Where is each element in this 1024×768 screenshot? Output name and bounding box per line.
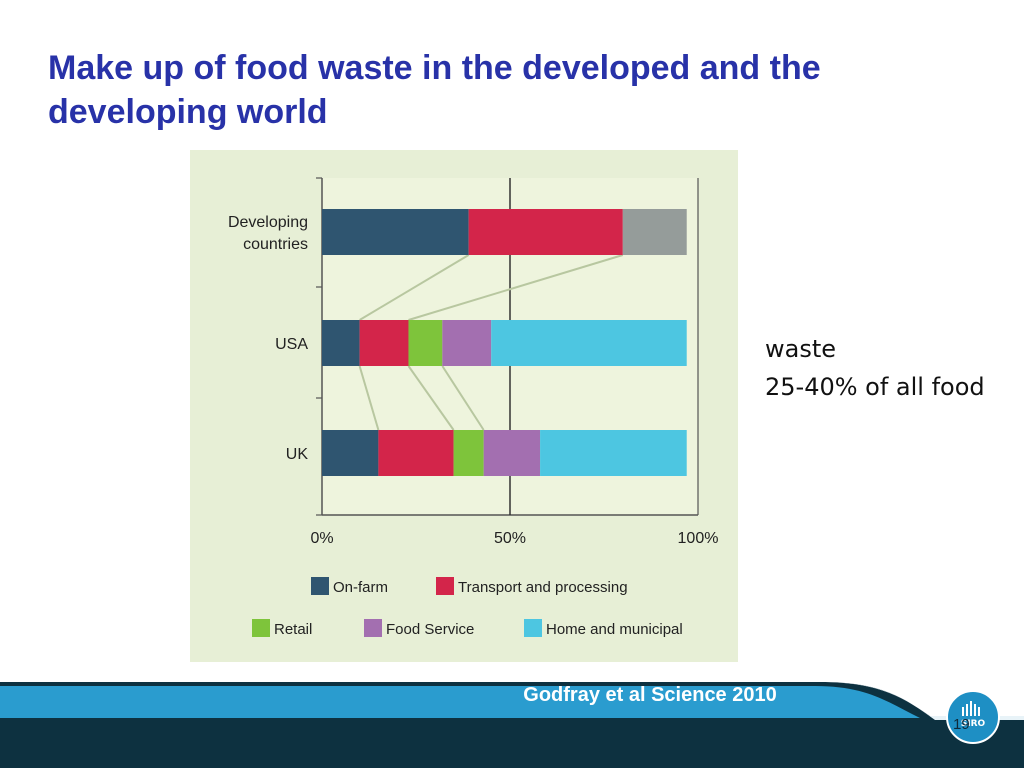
footer-shape [0,676,1024,768]
x-tick-label-1: 50% [494,530,526,547]
side-note-line-waste: waste [765,335,837,363]
logo-bars-icon [962,701,980,716]
food-waste-chart: Developing countries USA UK 0% 50% 100% On-farm… [190,150,738,662]
bar-usa-4 [491,320,687,366]
legend-swatch-4 [524,619,542,637]
category-label-0-1: countries [243,236,308,253]
bar-uk-2 [453,430,484,476]
legend-swatch-3 [364,619,382,637]
slide-title: Make up of food waste in the developed a… [48,49,821,131]
chart-canvas: Developing countries USA UK 0% 50% 100% On-farm… [228,177,719,638]
bar-uk-0 [322,430,379,476]
page-number: 19 [953,716,970,733]
bar-uk-4 [540,430,687,476]
bar-uk-3 [483,430,541,476]
x-tick-label-0: 0% [310,530,333,547]
connector-line-0 [359,254,470,321]
legend-swatch-0 [311,577,329,595]
x-tick-label-2: 100% [678,530,719,547]
logo-text: SIRO [960,719,986,729]
side-note: waste 25-40% of all food [765,330,1020,406]
category-label-2-0: UK [286,446,309,463]
connector-line-4 [441,365,485,431]
side-note-line-share: 25-40% of all food [765,373,985,401]
connector-line-2 [358,365,380,431]
bar-uk-1 [378,430,454,476]
connector-line-1 [408,254,624,321]
footer-band [0,676,1024,768]
legend-label-3: Food Service [386,621,474,638]
bar-developing-countries-5 [622,209,687,255]
legend-label-2: Retail [274,621,312,638]
category-label-0-0: Developing [228,214,308,231]
legend-label-1: Transport and processing [458,579,628,596]
citation: Godfray et al Science 2010 [523,684,777,706]
legend-label-4: Home and municipal [546,621,683,638]
connector-line-3 [407,365,455,431]
csiro-logo-icon: SIRO [946,690,1000,744]
legend-swatch-2 [252,619,270,637]
bar-usa-3 [442,320,492,366]
category-label-1-0: USA [275,336,308,353]
bar-usa-0 [322,320,360,366]
legend-swatch-1 [436,577,454,595]
legend-label-0: On-farm [333,579,388,596]
bar-developing-countries-1 [468,209,623,255]
bar-developing-countries-0 [322,209,469,255]
bar-usa-2 [408,320,443,366]
bar-usa-1 [359,320,409,366]
